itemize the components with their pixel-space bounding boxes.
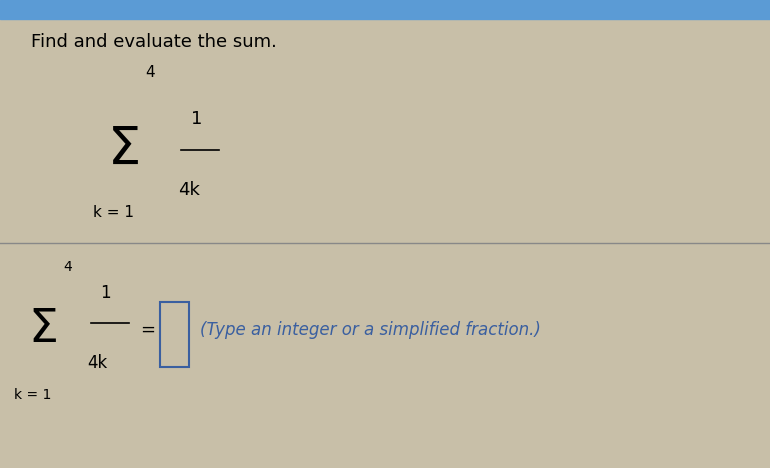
Text: (Type an integer or a simplified fraction.): (Type an integer or a simplified fractio…: [200, 321, 541, 339]
Bar: [0, 0, 770, 19]
Text: =: =: [140, 321, 156, 339]
Text: 1: 1: [191, 110, 202, 128]
Text: k = 1: k = 1: [93, 205, 135, 220]
Text: 4k: 4k: [178, 181, 199, 198]
Text: 1: 1: [100, 284, 111, 301]
Text: 4: 4: [146, 65, 155, 80]
Text: $\Sigma$: $\Sigma$: [107, 124, 139, 176]
Text: Find and evaluate the sum.: Find and evaluate the sum.: [31, 33, 276, 51]
Text: k = 1: k = 1: [14, 388, 51, 402]
Text: 4: 4: [63, 260, 72, 274]
Text: $\Sigma$: $\Sigma$: [28, 307, 57, 352]
Text: 4k: 4k: [88, 354, 108, 372]
